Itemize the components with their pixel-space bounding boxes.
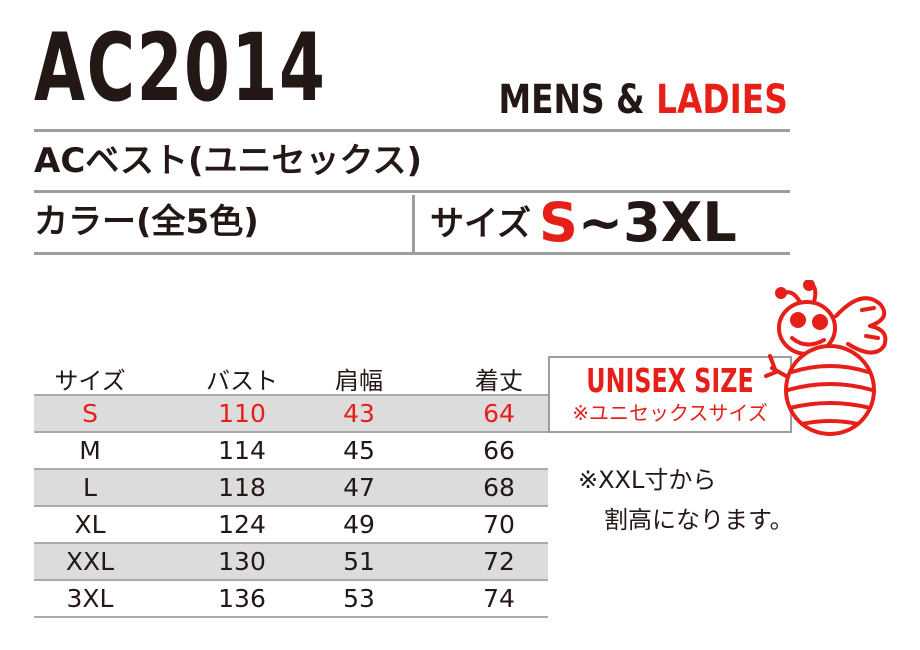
cell-size: XXL xyxy=(65,547,115,576)
table-row: S 110 43 64 xyxy=(34,394,548,431)
header-bust: バスト xyxy=(206,366,278,395)
note-line-1: ※XXL寸から xyxy=(578,466,717,494)
model-number: AC2014 xyxy=(34,14,327,123)
cell-bust: 136 xyxy=(218,584,266,613)
cell-shoulder: 53 xyxy=(343,584,375,613)
color-count: カラー(全5色) xyxy=(34,202,259,242)
bee-mascot-icon xyxy=(764,280,888,436)
cell-length: 70 xyxy=(483,510,515,539)
table-row: 3XL 136 53 74 xyxy=(34,579,548,618)
unisex-subtitle: ※ユニセックスサイズ xyxy=(572,401,768,425)
header-size: サイズ xyxy=(54,366,126,395)
cell-bust: 130 xyxy=(218,547,266,576)
cell-length: 64 xyxy=(483,399,515,428)
cell-length: 68 xyxy=(483,473,515,502)
cell-shoulder: 43 xyxy=(343,399,375,428)
divider-middle xyxy=(34,190,790,193)
cell-shoulder: 49 xyxy=(343,510,375,539)
cell-size: S xyxy=(82,399,98,428)
table-header: サイズ バスト 肩幅 着丈 xyxy=(34,362,548,395)
size-range: サイズ S~3XL xyxy=(430,196,737,250)
divider-vertical xyxy=(412,195,415,253)
table-row: M 114 45 66 xyxy=(34,431,548,468)
divider-top xyxy=(34,129,790,132)
cell-size: 3XL xyxy=(66,584,114,613)
cell-shoulder: 51 xyxy=(343,547,375,576)
unisex-title: UNISEX SIZE xyxy=(586,361,754,400)
note-line-2: 割高になります。 xyxy=(604,506,794,534)
cell-bust: 118 xyxy=(218,473,266,502)
cell-length: 66 xyxy=(483,436,515,465)
cell-length: 72 xyxy=(483,547,515,576)
size-end: ~3XL xyxy=(577,191,737,254)
header-length: 着丈 xyxy=(475,366,523,395)
gender-mens: MENS & xyxy=(498,77,657,123)
table-row: XL 124 49 70 xyxy=(34,505,548,542)
table-row: XXL 130 51 72 xyxy=(34,542,548,579)
size-table: サイズ バスト 肩幅 着丈 S 110 43 64 M 114 45 66 L … xyxy=(34,362,548,618)
cell-shoulder: 45 xyxy=(343,436,375,465)
cell-size: L xyxy=(83,473,97,502)
cell-bust: 114 xyxy=(218,436,266,465)
size-label: サイズ xyxy=(430,204,531,244)
cell-size: XL xyxy=(74,510,106,539)
cell-bust: 124 xyxy=(218,510,266,539)
cell-length: 74 xyxy=(483,584,515,613)
gender-ladies: LADIES xyxy=(656,77,788,123)
cell-size: M xyxy=(79,436,101,465)
table-row: L 118 47 68 xyxy=(34,468,548,505)
product-name: ACベスト(ユニセックス) xyxy=(34,141,423,181)
divider-bottom xyxy=(34,252,790,255)
header-shoulder: 肩幅 xyxy=(335,366,383,395)
cell-shoulder: 47 xyxy=(343,473,375,502)
gender-label: MENS & LADIES xyxy=(499,80,788,120)
cell-bust: 110 xyxy=(218,399,266,428)
size-start: S xyxy=(538,191,578,254)
